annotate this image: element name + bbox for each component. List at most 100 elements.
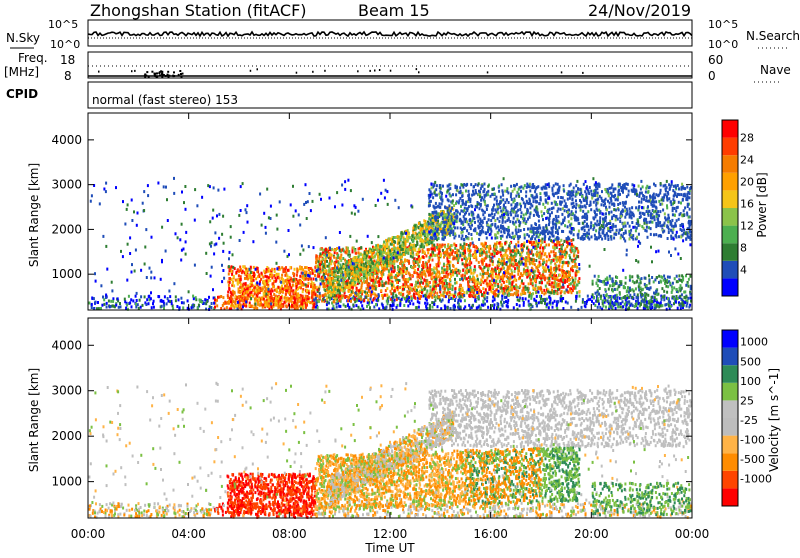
freq-dropout-point (159, 71, 161, 73)
heatmap-cell (255, 290, 257, 293)
heatmap-cell (545, 285, 547, 288)
heatmap-cell (426, 243, 428, 246)
heatmap-cell (553, 274, 555, 277)
heatmap-cell (285, 272, 287, 275)
heatmap-cell (454, 278, 456, 281)
heatmap-cell (285, 300, 287, 303)
heatmap-cell (459, 270, 461, 273)
heatmap-cell (462, 269, 464, 272)
heatmap-cell (458, 288, 460, 291)
heatmap-cell (509, 282, 511, 285)
heatmap-cell (256, 267, 258, 270)
heatmap-cell (494, 303, 496, 306)
heatmap-cell (587, 295, 589, 298)
heatmap-cell (358, 275, 360, 278)
heatmap-cell (241, 299, 243, 302)
heatmap-cell (465, 261, 467, 264)
heatmap-cell (536, 267, 538, 270)
heatmap-cell (342, 257, 344, 260)
heatmap-cell (358, 251, 360, 254)
heatmap-cell (460, 244, 462, 247)
heatmap-cell (499, 280, 501, 283)
heatmap-cell (405, 251, 407, 254)
heatmap-cell (677, 307, 679, 310)
heatmap-cell (117, 297, 119, 300)
heatmap-cell (396, 306, 398, 309)
heatmap-cell (436, 267, 438, 270)
heatmap-cell (103, 303, 105, 306)
heatmap-cell (392, 267, 394, 270)
heatmap-cell (486, 277, 488, 280)
heatmap-cell (548, 296, 550, 299)
heatmap-cell (427, 295, 429, 298)
freq-tick-bottom: 8 (64, 69, 72, 83)
heatmap-cell (452, 285, 454, 288)
heatmap-cell (268, 293, 270, 296)
heatmap-cell (338, 261, 340, 264)
heatmap-cell (348, 277, 350, 280)
heatmap-cell (429, 264, 431, 267)
heatmap-cell (461, 287, 463, 290)
heatmap-cell (313, 303, 315, 306)
heatmap-cell (570, 282, 572, 285)
heatmap-cell (484, 279, 486, 282)
heatmap-cell (516, 292, 518, 295)
heatmap-cell (543, 258, 545, 261)
heatmap-cell (498, 263, 500, 266)
heatmap-cell (487, 285, 489, 288)
heatmap-cell (410, 246, 412, 249)
heatmap-cell (468, 254, 470, 257)
heatmap-cell (578, 277, 580, 280)
heatmap-cell (575, 300, 577, 303)
heatmap-cell (514, 275, 516, 278)
heatmap-cell (524, 292, 526, 295)
heatmap-cell (230, 300, 232, 303)
heatmap-cell (399, 245, 401, 248)
heatmap-cell (425, 285, 427, 288)
heatmap-cell (451, 288, 453, 291)
heatmap-cell (337, 283, 339, 286)
heatmap-cell (246, 287, 248, 290)
freq-trace (88, 66, 692, 78)
heatmap-cell (472, 272, 474, 275)
heatmap-cell (286, 274, 288, 277)
heatmap-cell (376, 267, 378, 270)
heatmap-cell (214, 306, 216, 309)
heatmap-cell (333, 300, 335, 303)
heatmap-cell (475, 288, 477, 291)
freq-dropout-point (165, 75, 167, 77)
heatmap-cell (328, 287, 330, 290)
heatmap-cell (598, 302, 600, 305)
heatmap-cell (384, 294, 386, 297)
heatmap-cell (519, 276, 521, 279)
heatmap-cell (418, 295, 420, 298)
heatmap-cell (572, 238, 574, 241)
heatmap-cell (157, 295, 159, 298)
heatmap-cell (271, 268, 273, 271)
heatmap-cell (318, 257, 320, 260)
heatmap-cell (138, 307, 140, 310)
heatmap-cell (197, 307, 199, 310)
heatmap-cell (407, 304, 409, 307)
heatmap-cell (427, 235, 429, 238)
heatmap-cell (577, 250, 579, 253)
heatmap-cell (389, 261, 391, 264)
heatmap-cell (453, 265, 455, 268)
heatmap-cell (542, 266, 544, 269)
heatmap-cell (432, 219, 434, 222)
heatmap-cell (326, 260, 328, 263)
heatmap-cell (296, 285, 298, 288)
heatmap-cell (266, 301, 268, 304)
heatmap-cell (347, 303, 349, 306)
heatmap-cell (306, 289, 308, 292)
nave-tick-bottom: 0 (708, 69, 716, 83)
heatmap-cell (453, 304, 455, 307)
heatmap-cell (548, 243, 550, 246)
heatmap-cell (481, 260, 483, 263)
heatmap-cell (262, 276, 264, 279)
heatmap-cell (406, 237, 408, 240)
heatmap-cell (253, 275, 255, 278)
heatmap-cell (564, 281, 566, 284)
heatmap-cell (297, 301, 299, 304)
heatmap-cell (511, 258, 513, 261)
